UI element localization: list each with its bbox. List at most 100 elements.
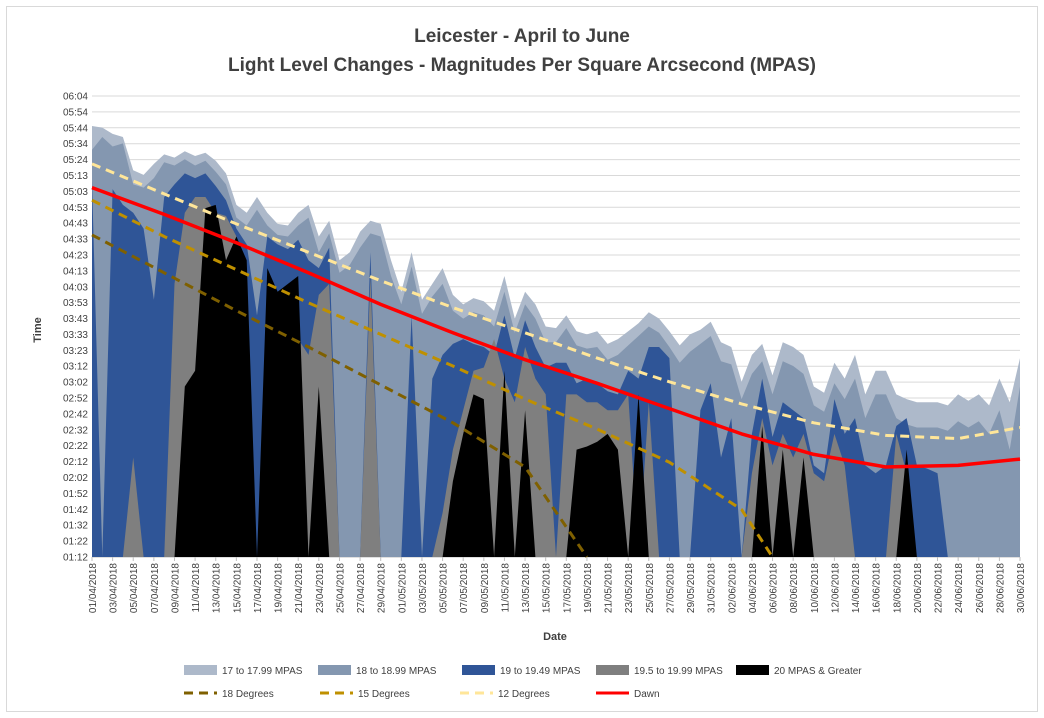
y-tick-label: 05:34 — [63, 139, 88, 150]
line-18-degrees — [91, 233, 589, 558]
x-tick-label: 17/04/2018 — [253, 563, 264, 613]
x-tick-label: 29/04/2018 — [377, 563, 388, 613]
y-tick-label: 04:23 — [63, 250, 88, 261]
y-tick-label: 02:02 — [63, 473, 88, 484]
x-tick-label: 14/06/2018 — [851, 563, 862, 613]
x-tick-label: 19/05/2018 — [583, 563, 594, 613]
x-tick-label: 01/04/2018 — [88, 563, 99, 613]
y-tick-label: 03:53 — [63, 298, 88, 309]
y-tick-label: 06:04 — [63, 92, 88, 103]
legend-item-17-to-17-99-mpas: 17 to 17.99 MPAS — [184, 665, 303, 677]
legend-item-dawn: Dawn — [596, 689, 660, 700]
line-12-degrees — [91, 162, 1021, 441]
legend-label: 18 to 18.99 MPAS — [356, 666, 437, 677]
legend-label: 15 Degrees — [358, 689, 410, 700]
y-tick-label: 04:13 — [63, 266, 88, 277]
x-tick-label: 04/06/2018 — [748, 563, 759, 613]
x-tick-label: 20/06/2018 — [913, 563, 924, 613]
legend-label: 19 to 19.49 MPAS — [500, 666, 581, 677]
y-tick-label: 03:23 — [63, 346, 88, 357]
legend-label: 17 to 17.99 MPAS — [222, 666, 303, 677]
legend-label: 12 Degrees — [498, 689, 550, 700]
x-tick-label: 31/05/2018 — [707, 563, 718, 613]
x-tick-label: 21/04/2018 — [294, 563, 305, 613]
x-tick-label: 23/04/2018 — [315, 563, 326, 613]
line-dawn — [91, 185, 1021, 469]
y-tick-labels: 01:12 01:22 01:32 01:42 01:52 02:02 02:12 02:22… — [63, 92, 88, 564]
x-tick-label: 05/04/2018 — [129, 563, 140, 613]
x-tick-label: 09/04/2018 — [171, 563, 182, 613]
area-19-5-to-19-99-mpas — [92, 197, 1020, 557]
x-tick-label: 30/06/2018 — [1016, 563, 1027, 613]
x-tick-label: 01/05/2018 — [397, 563, 408, 613]
line-15-degrees — [91, 198, 774, 558]
y-tick-label: 05:03 — [63, 187, 88, 198]
legend-swatch — [596, 665, 629, 675]
y-tick-label: 02:32 — [63, 425, 88, 436]
y-tick-label: 02:42 — [63, 409, 88, 420]
legend-label: 20 MPAS & Greater — [774, 666, 862, 677]
x-tick-label: 02/06/2018 — [727, 563, 738, 613]
y-tick-label: 01:22 — [63, 537, 88, 548]
y-tick-label: 02:12 — [63, 457, 88, 468]
x-tick-label: 22/06/2018 — [934, 563, 945, 613]
y-tick-label: 04:03 — [63, 282, 88, 293]
y-tick-label: 04:53 — [63, 203, 88, 214]
x-tick-label: 27/04/2018 — [356, 563, 367, 613]
legend-item-20-mpas-greater: 20 MPAS & Greater — [736, 665, 862, 677]
legend-swatch — [736, 665, 769, 675]
y-axis-label: Time — [32, 317, 44, 342]
legend-label: 18 Degrees — [222, 689, 274, 700]
x-tick-label: 26/06/2018 — [975, 563, 986, 613]
legend-swatch — [318, 665, 351, 675]
y-tick-label: 02:22 — [63, 441, 88, 452]
legend-item-15-degrees: 15 Degrees — [320, 689, 410, 700]
y-tick-label: 05:44 — [63, 123, 88, 134]
x-tick-label: 09/05/2018 — [480, 563, 491, 613]
x-tick-label: 07/05/2018 — [459, 563, 470, 613]
x-tick-label: 05/05/2018 — [439, 563, 450, 613]
x-tick-label: 11/05/2018 — [500, 563, 511, 613]
y-tick-label: 04:33 — [63, 235, 88, 246]
x-tick-label: 15/04/2018 — [232, 563, 243, 613]
y-tick-label: 03:33 — [63, 330, 88, 341]
x-tick-labels: 01/04/2018 03/04/2018 05/04/2018 07/04/2018… — [88, 557, 1027, 613]
y-tick-label: 01:32 — [63, 521, 88, 532]
y-tick-label: 03:12 — [63, 362, 88, 373]
x-tick-label: 10/06/2018 — [810, 563, 821, 613]
x-tick-label: 19/04/2018 — [274, 563, 285, 613]
x-tick-label: 06/06/2018 — [769, 563, 780, 613]
legend: 17 to 17.99 MPAS 18 to 18.99 MPAS 19 to 19… — [184, 665, 862, 700]
x-tick-label: 29/05/2018 — [686, 563, 697, 613]
legend-swatch — [462, 665, 495, 675]
y-tick-label: 01:42 — [63, 505, 88, 516]
legend-swatch — [184, 665, 217, 675]
x-tick-label: 24/06/2018 — [954, 563, 965, 613]
x-tick-label: 28/06/2018 — [995, 563, 1006, 613]
y-tick-label: 05:24 — [63, 155, 88, 166]
x-tick-label: 27/05/2018 — [665, 563, 676, 613]
x-tick-label: 13/04/2018 — [212, 563, 223, 613]
x-tick-label: 18/06/2018 — [892, 563, 903, 613]
y-tick-label: 05:13 — [63, 171, 88, 182]
legend-item-19-to-19-49-mpas: 19 to 19.49 MPAS — [462, 665, 581, 677]
x-tick-label: 11/04/2018 — [191, 563, 202, 613]
x-tick-label: 17/05/2018 — [562, 563, 573, 613]
line-series-group — [91, 162, 1021, 558]
legend-item-12-degrees: 12 Degrees — [460, 689, 550, 700]
legend-item-19-5-to-19-99-mpas: 19.5 to 19.99 MPAS — [596, 665, 723, 677]
x-tick-label: 03/04/2018 — [109, 563, 120, 613]
x-tick-label: 15/05/2018 — [542, 563, 553, 613]
y-tick-label: 05:54 — [63, 107, 88, 118]
legend-item-18-to-18-99-mpas: 18 to 18.99 MPAS — [318, 665, 437, 677]
y-tick-label: 01:52 — [63, 489, 88, 500]
chart-subtitle: Light Level Changes - Magnitudes Per Squ… — [227, 55, 817, 76]
y-tick-label: 04:43 — [63, 219, 88, 230]
y-tick-label: 03:02 — [63, 378, 88, 389]
x-tick-label: 16/06/2018 — [872, 563, 883, 613]
x-tick-label: 25/05/2018 — [645, 563, 656, 613]
x-tick-label: 23/05/2018 — [624, 563, 635, 613]
area-20-mpas-greater — [92, 204, 1020, 557]
x-tick-label: 25/04/2018 — [336, 563, 347, 613]
